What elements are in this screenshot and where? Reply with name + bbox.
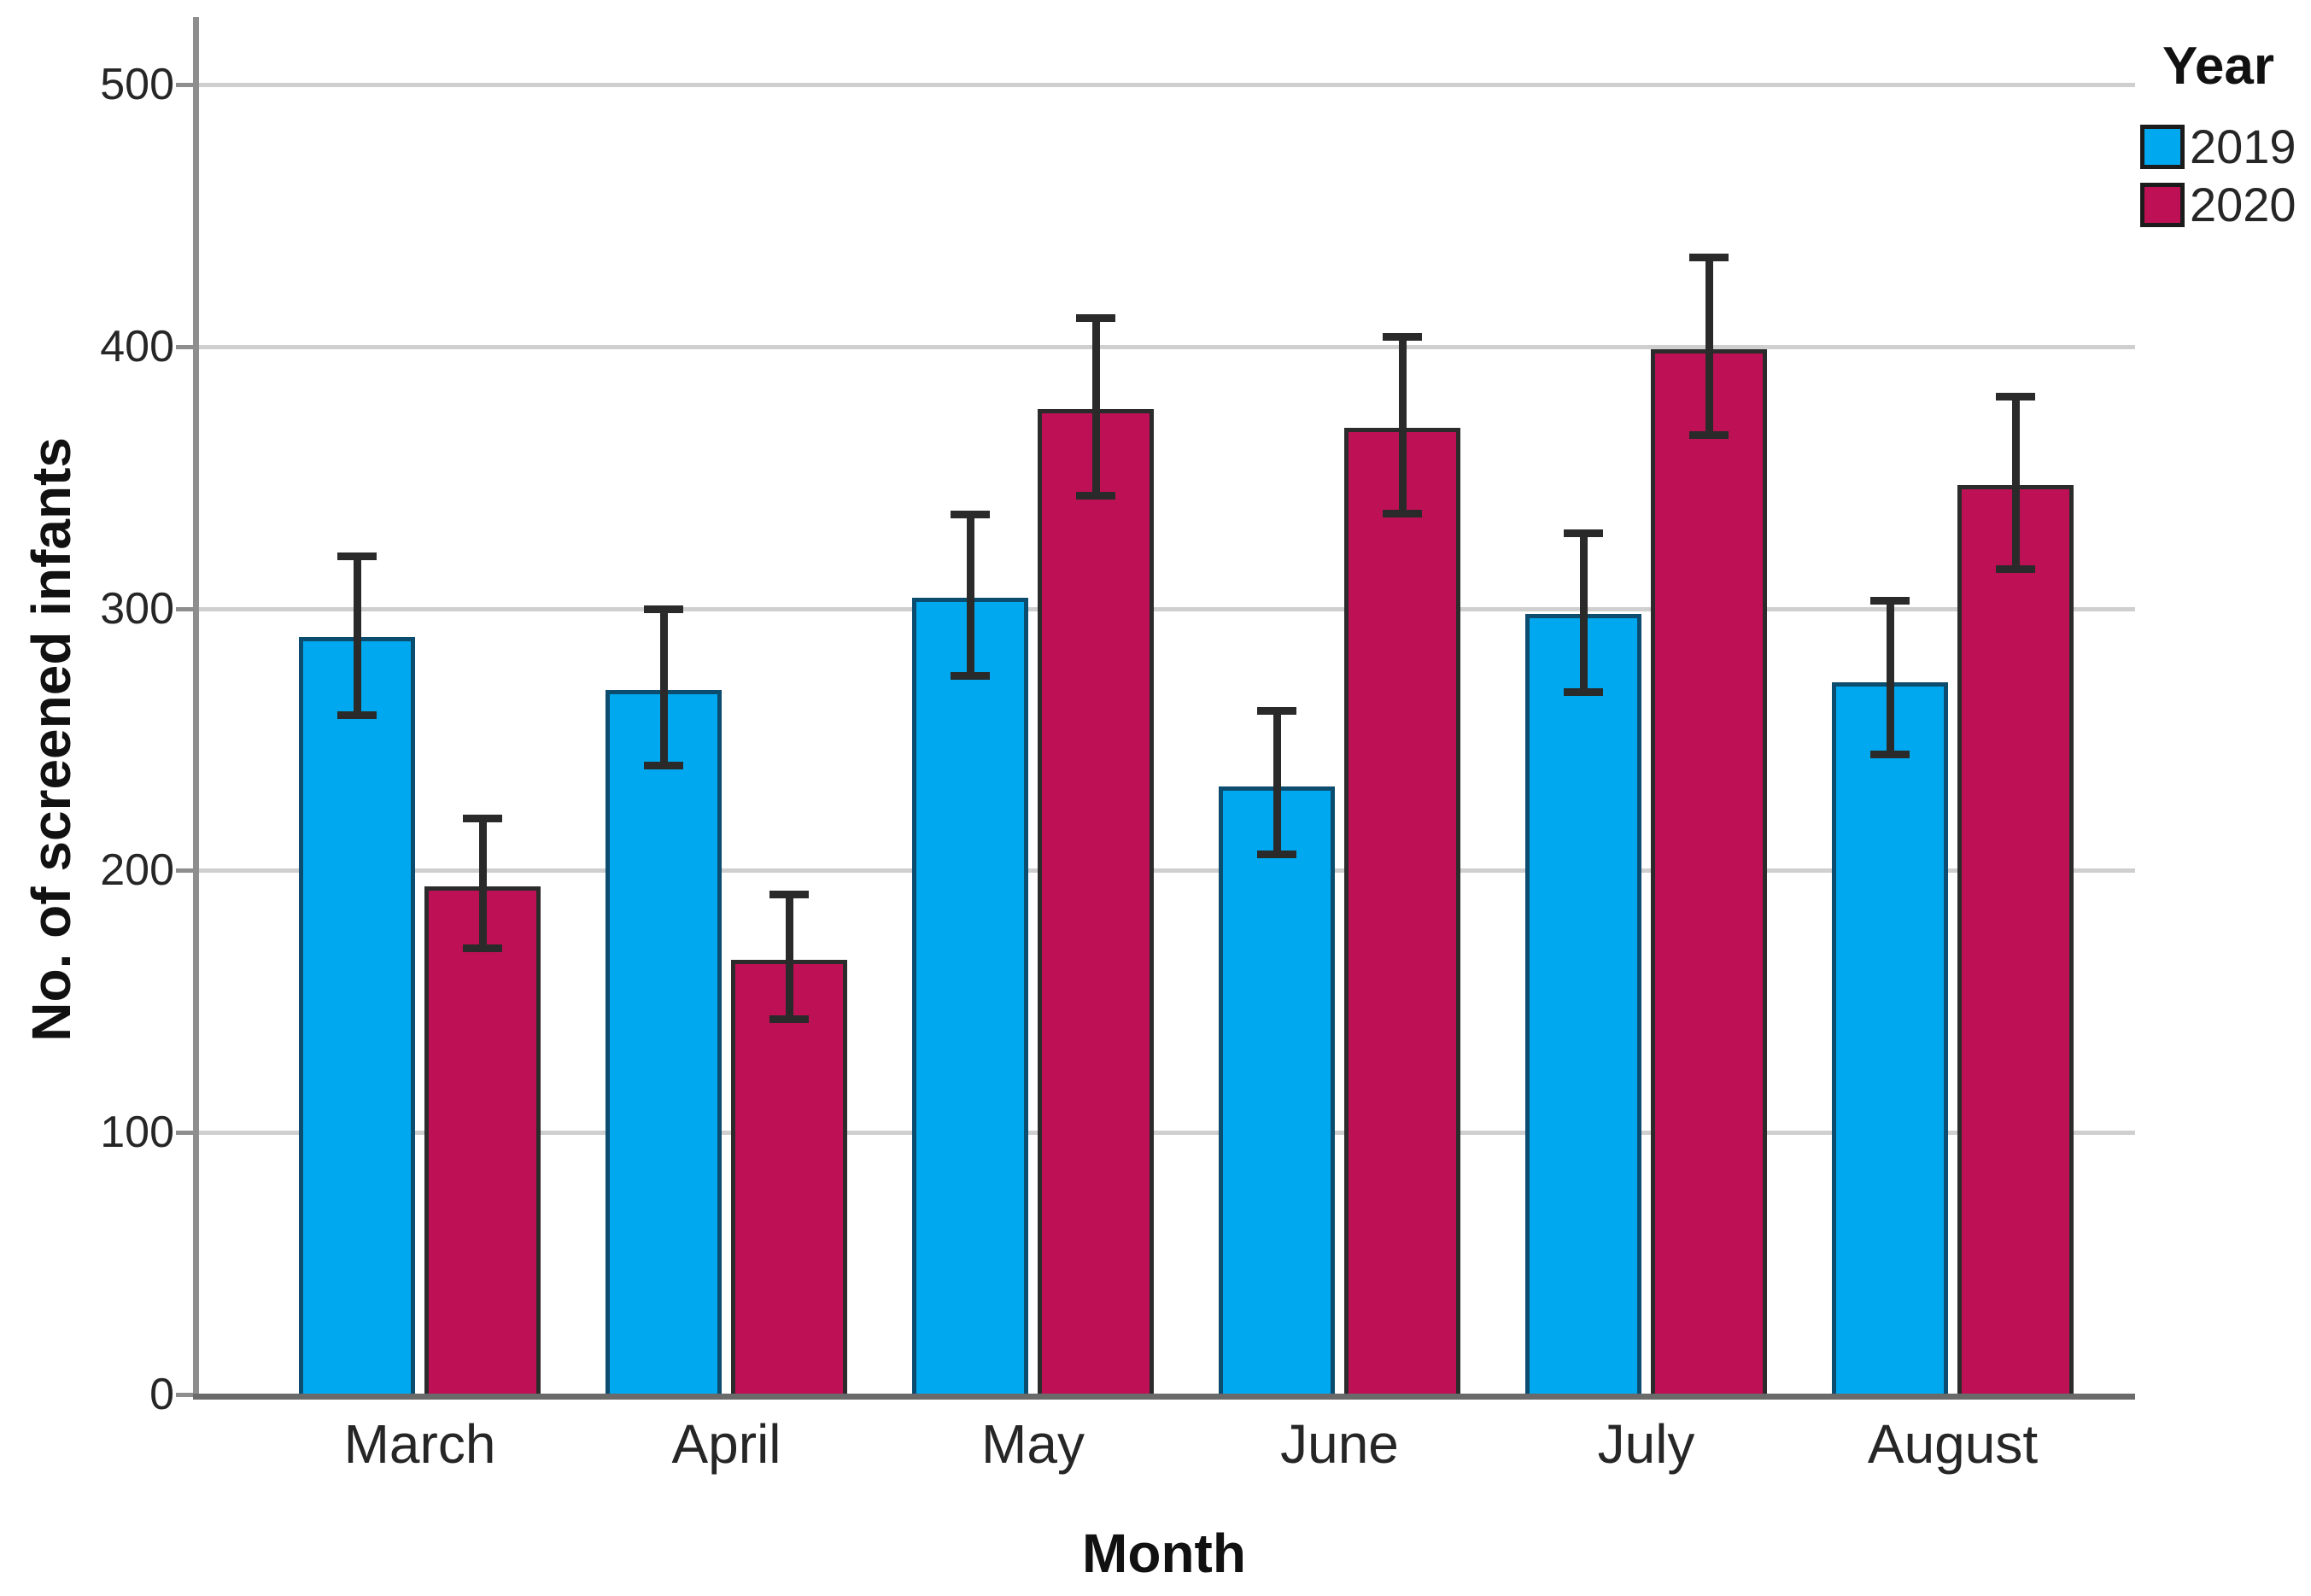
error-cap-top-2020-July [1689, 254, 1729, 262]
error-cap-bottom-2020-June [1383, 510, 1422, 518]
bar-2020-June [1344, 427, 1460, 1394]
error-cap-top-2019-August [1870, 597, 1910, 605]
y-tick-label-100: 100 [100, 1108, 174, 1158]
legend-label-2020: 2020 [2190, 178, 2296, 231]
x-tick-label-March: March [343, 1413, 496, 1475]
error-bar-2020-June [1398, 336, 1407, 515]
x-tick-label-June: June [1280, 1413, 1399, 1475]
x-tick-label-July: July [1597, 1413, 1695, 1475]
error-cap-top-2020-March [463, 815, 502, 823]
error-cap-top-2020-August [1996, 393, 2035, 401]
error-cap-bottom-2020-May [1076, 491, 1115, 500]
gridline-200 [196, 868, 2135, 874]
error-cap-top-2019-May [951, 511, 990, 519]
y-tick-label-0: 0 [149, 1370, 174, 1419]
x-tick-label-May: May [981, 1413, 1085, 1475]
bar-2019-July [1525, 613, 1641, 1394]
legend-swatch-2020 [2140, 183, 2185, 227]
gridline-400 [196, 344, 2135, 349]
error-cap-top-2019-April [644, 605, 683, 613]
error-bar-2019-March [353, 556, 361, 716]
y-axis-line [193, 17, 199, 1399]
error-bar-2019-July [1579, 532, 1588, 693]
x-tick-label-August: August [1867, 1413, 2039, 1475]
bar-2020-April [731, 959, 847, 1394]
error-bar-2019-June [1273, 710, 1281, 855]
error-bar-2020-May [1091, 318, 1100, 496]
error-bar-2020-April [785, 894, 793, 1020]
error-cap-top-2019-March [337, 552, 377, 561]
x-axis-title: Month [1082, 1523, 1246, 1584]
legend-item-2019: 2019 [2140, 120, 2296, 173]
y-tick-200 [176, 868, 196, 874]
error-cap-top-2020-June [1383, 332, 1422, 341]
bar-2019-June [1219, 786, 1335, 1394]
bar-2019-August [1832, 681, 1948, 1394]
error-bar-2020-March [478, 818, 487, 950]
x-tick-label-April: April [671, 1413, 781, 1475]
y-tick-500 [176, 83, 196, 87]
y-tick-label-400: 400 [100, 321, 174, 371]
error-cap-bottom-2020-July [1689, 431, 1729, 440]
error-cap-top-2020-April [769, 891, 809, 898]
gridline-100 [196, 1131, 2135, 1136]
error-bar-2020-August [2011, 396, 2020, 570]
y-tick-label-200: 200 [100, 845, 174, 896]
y-tick-0 [176, 1393, 196, 1397]
bar-2019-March [299, 637, 415, 1394]
error-cap-top-2020-May [1076, 314, 1115, 323]
legend-label-2019: 2019 [2190, 120, 2296, 173]
legend-title: Year [2162, 37, 2275, 96]
error-cap-bottom-2019-July [1564, 687, 1603, 696]
bar-2020-May [1038, 409, 1154, 1394]
error-cap-bottom-2019-March [337, 711, 377, 720]
bar-2019-May [912, 598, 1028, 1394]
error-bar-2020-July [1705, 257, 1713, 436]
error-bar-2019-August [1886, 600, 1894, 756]
y-tick-300 [176, 606, 196, 611]
bar-2020-August [1957, 485, 2074, 1394]
error-cap-bottom-2019-May [951, 672, 990, 681]
gridline-300 [196, 606, 2135, 611]
y-tick-100 [176, 1131, 196, 1136]
gridline-500 [196, 83, 2135, 87]
bar-2019-April [606, 689, 722, 1394]
error-cap-bottom-2020-April [769, 1015, 809, 1024]
bar-2020-March [424, 886, 541, 1394]
y-tick-label-300: 300 [100, 583, 174, 634]
bar-2020-July [1651, 348, 1767, 1394]
x-axis-line [193, 1394, 2135, 1400]
error-bar-2019-May [966, 514, 974, 677]
y-tick-400 [176, 344, 196, 349]
error-cap-bottom-2019-June [1257, 850, 1296, 858]
error-cap-bottom-2020-March [463, 944, 502, 953]
error-cap-bottom-2020-August [1996, 564, 2035, 573]
legend-item-2020: 2020 [2140, 178, 2296, 231]
error-bar-2019-April [659, 608, 668, 766]
error-cap-top-2019-July [1564, 529, 1603, 537]
error-cap-bottom-2019-August [1870, 751, 1910, 759]
error-cap-top-2019-June [1257, 707, 1296, 716]
legend-swatch-2019 [2140, 125, 2185, 169]
y-tick-label-500: 500 [100, 60, 174, 109]
error-cap-bottom-2019-April [644, 761, 683, 769]
